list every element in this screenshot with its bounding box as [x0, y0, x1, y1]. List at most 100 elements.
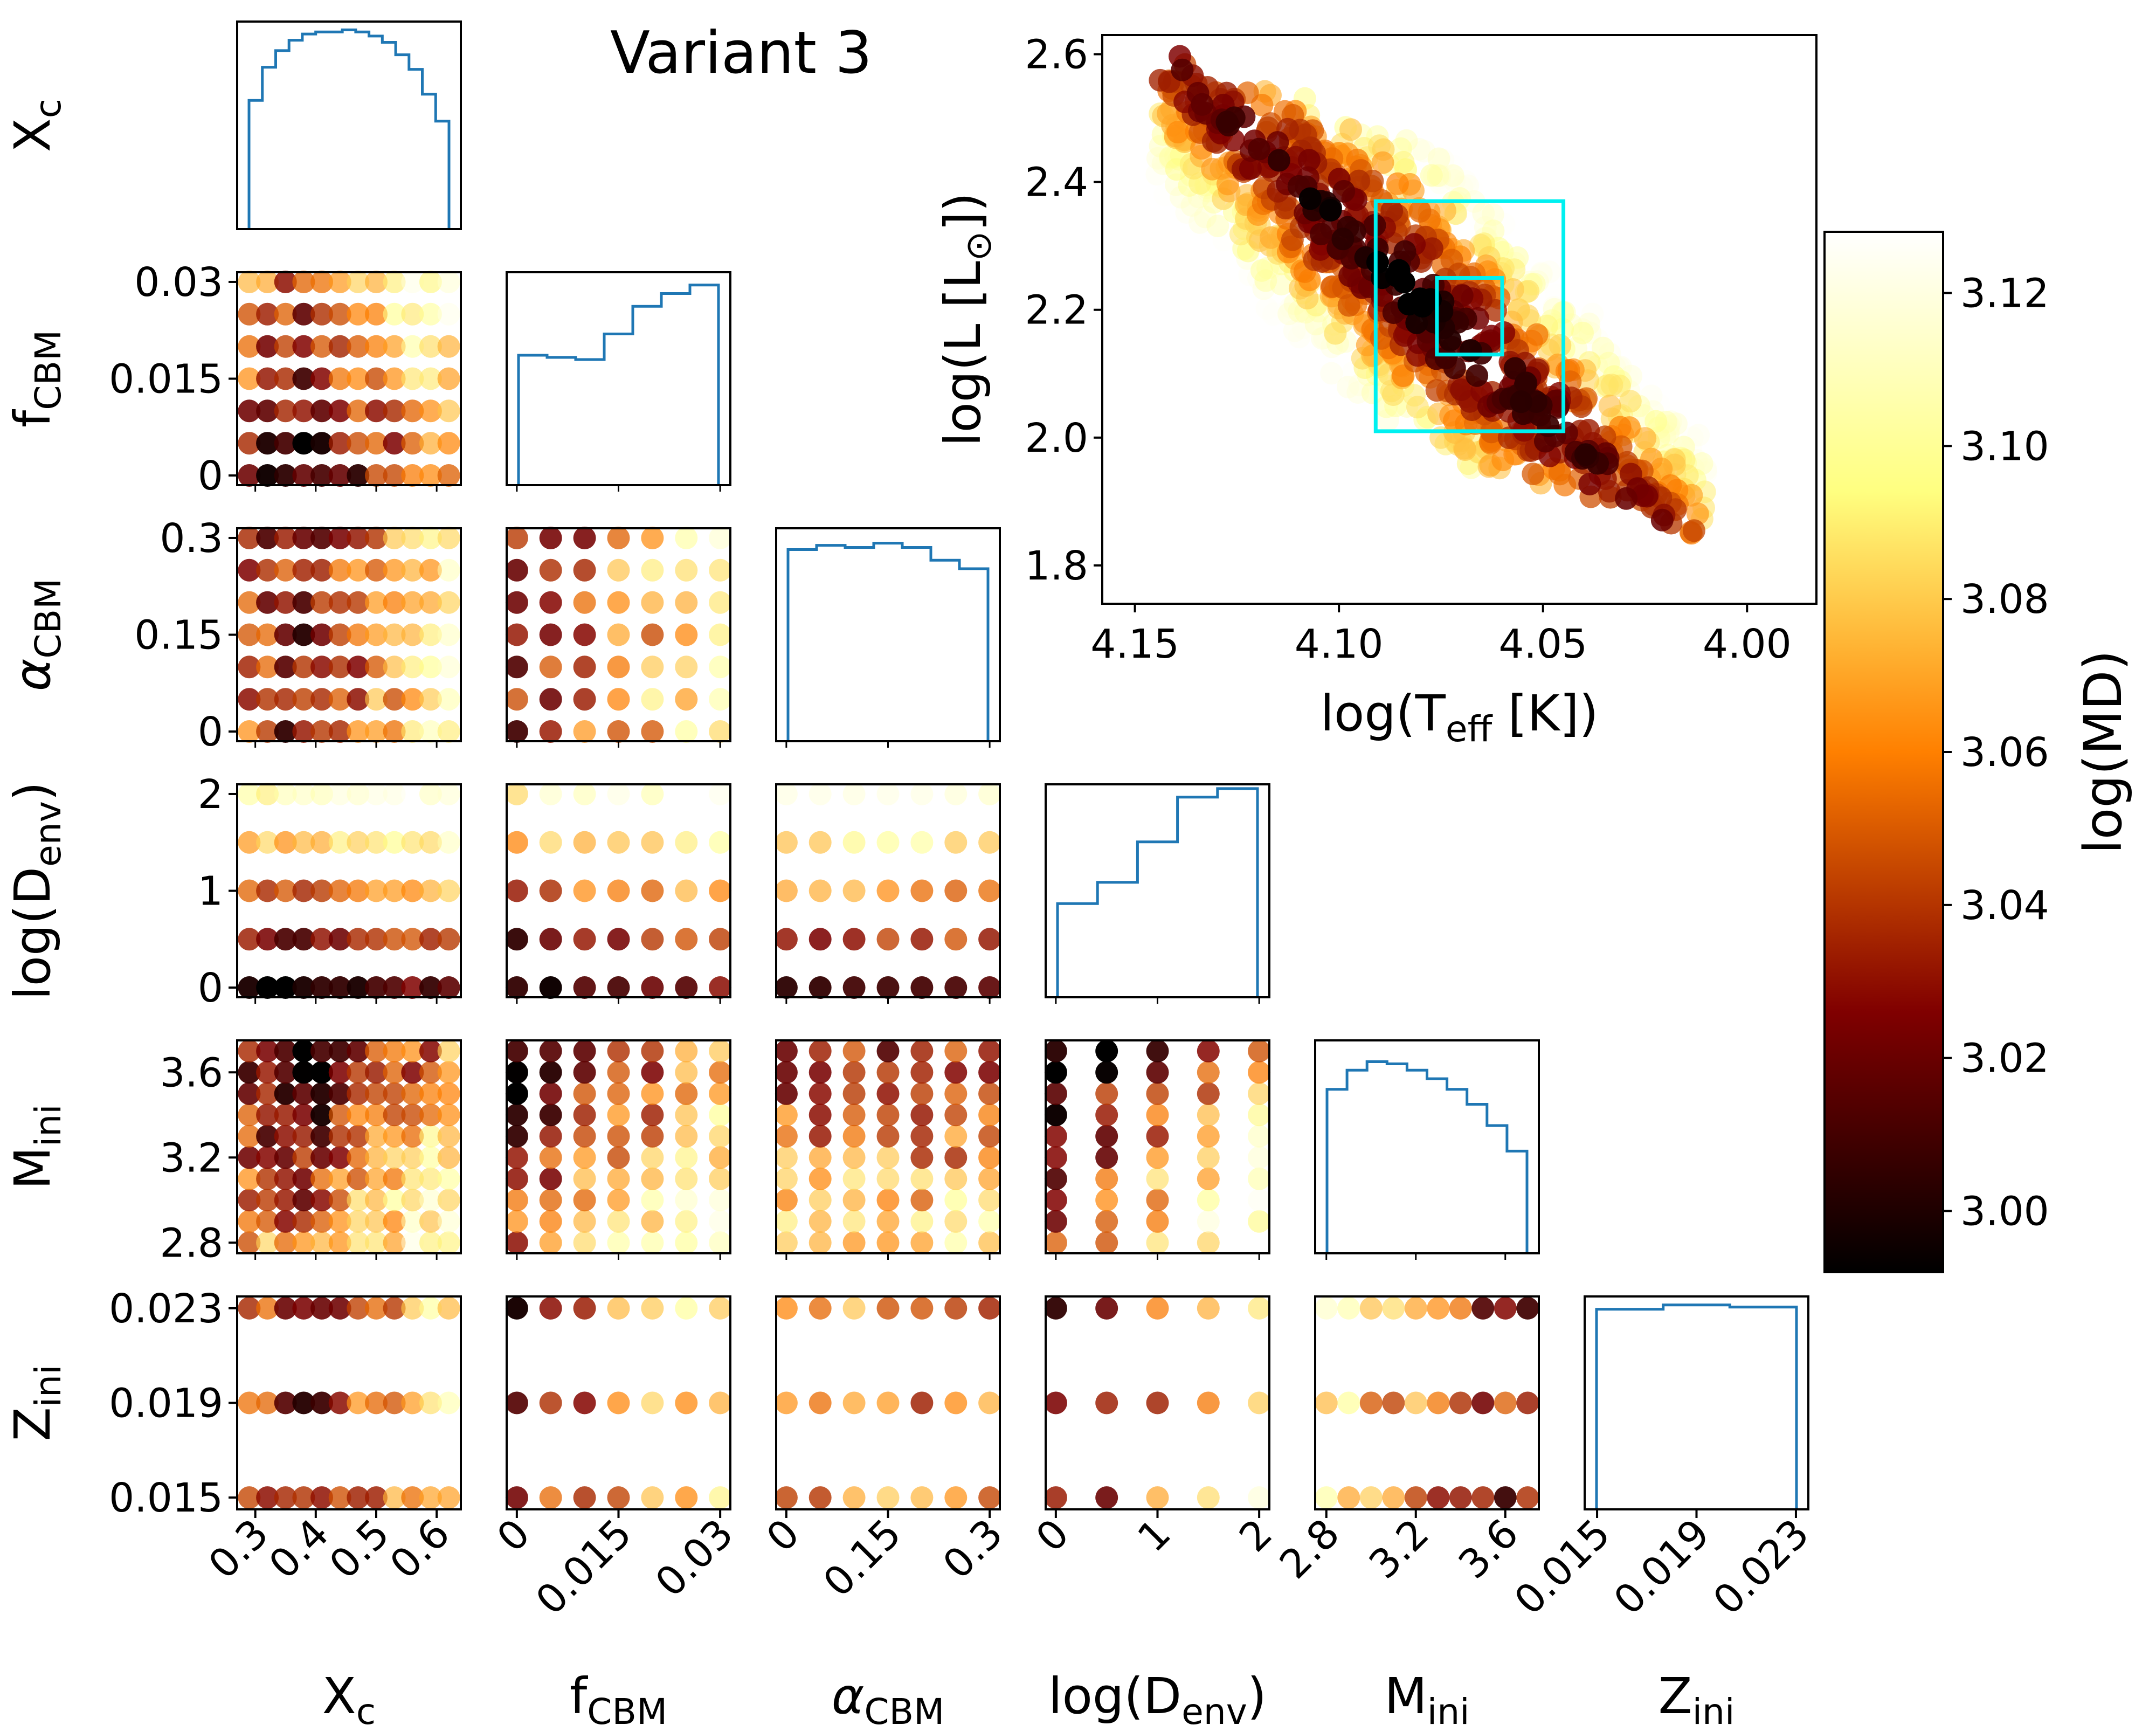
scatter-point — [401, 1210, 424, 1233]
scatter-point — [310, 976, 333, 999]
scatter-point — [1044, 1146, 1067, 1169]
panel-frame — [1584, 1295, 1809, 1510]
hr-point — [1225, 353, 1248, 376]
hr-point — [1218, 325, 1241, 348]
hr-point — [1688, 420, 1711, 444]
y-tick-label-Zini: 0.015 — [109, 1475, 223, 1521]
scatter-point — [944, 928, 968, 951]
scatter-point — [437, 1146, 460, 1169]
hr-point — [1333, 387, 1357, 410]
scatter-point — [641, 1231, 664, 1254]
histogram-fCBM — [517, 284, 720, 485]
scatter-point — [1146, 1189, 1169, 1212]
scatter-point — [539, 1391, 562, 1414]
hr-point — [1598, 243, 1621, 266]
hr-point — [1211, 303, 1234, 327]
scatter-point — [607, 1061, 630, 1084]
scatter-point — [238, 1167, 261, 1190]
scatter-point — [1146, 1124, 1169, 1148]
scatter-point — [328, 1103, 351, 1127]
hr-point — [1635, 265, 1658, 287]
scatter-point — [401, 623, 424, 646]
hr-point — [1324, 372, 1348, 395]
scatter-point — [876, 1167, 900, 1190]
scatter-point — [978, 1103, 1001, 1127]
scatter-point — [437, 1167, 460, 1190]
scatter-point — [808, 1146, 832, 1169]
scatter-point — [675, 879, 698, 902]
hr-point — [1224, 352, 1247, 375]
hr-point — [1482, 186, 1505, 209]
scatter-point — [573, 1210, 596, 1233]
hr-point — [1286, 332, 1309, 355]
histogram-Denv — [1056, 787, 1259, 997]
hr-point — [1582, 248, 1605, 271]
scatter-point — [910, 879, 934, 902]
hr-point — [1288, 326, 1311, 349]
hr-point — [1153, 266, 1176, 289]
hr-point — [1457, 148, 1480, 171]
scatter-point — [419, 1189, 442, 1212]
hr-point — [1215, 328, 1238, 351]
x-tick-label-fCBM: 0.015 — [527, 1510, 641, 1624]
hr-point — [1203, 272, 1226, 295]
scatter-point — [539, 928, 562, 951]
hr-point — [1144, 209, 1167, 232]
scatter-point — [365, 1231, 388, 1254]
hr-point — [1535, 214, 1558, 237]
scatter-point — [419, 527, 442, 549]
scatter-point — [238, 527, 261, 549]
panel-frame — [236, 20, 462, 230]
scatter-point — [775, 1486, 798, 1509]
scatter-panel-Xc-vs-aCBM — [238, 527, 460, 743]
scatter-point — [641, 1061, 664, 1084]
scatter-point — [1248, 1082, 1271, 1105]
hr-point — [1262, 284, 1286, 307]
hr-point — [1185, 293, 1208, 316]
hr-point — [1238, 264, 1261, 287]
scatter-point — [505, 688, 528, 711]
hr-point — [1670, 360, 1694, 383]
scatter-panel-aCBM-vs-Denv — [775, 783, 1001, 999]
x-tick-label-Zini: 0.019 — [1605, 1510, 1719, 1624]
scatter-point — [274, 623, 297, 646]
scatter-point — [365, 1103, 388, 1127]
scatter-point — [238, 1124, 261, 1148]
scatter-point — [328, 432, 351, 455]
scatter-point — [419, 432, 442, 455]
scatter-point — [709, 623, 732, 646]
scatter-point — [842, 1189, 866, 1212]
scatter-point — [675, 1103, 698, 1127]
scatter-point — [292, 591, 315, 614]
scatter-point — [641, 1124, 664, 1148]
hr-point — [1166, 281, 1189, 305]
scatter-point — [365, 1124, 388, 1148]
scatter-point — [365, 879, 388, 902]
scatter-point — [256, 879, 279, 902]
hr-point — [1651, 279, 1674, 302]
hr-point — [1342, 379, 1365, 402]
scatter-point — [573, 1103, 596, 1127]
scatter-point — [1044, 1296, 1067, 1320]
scatter-point — [641, 1103, 664, 1127]
hr-point — [1668, 350, 1691, 374]
hr-point — [1351, 395, 1374, 418]
scatter-point — [1146, 1039, 1169, 1062]
scatter-point — [607, 831, 630, 854]
scatter-point — [505, 1082, 528, 1105]
hr-point — [1664, 302, 1688, 325]
hr-point — [1155, 271, 1178, 294]
scatter-point — [1095, 1231, 1118, 1254]
hr-point — [1668, 414, 1691, 437]
hr-point — [1324, 322, 1347, 345]
hr-point — [1645, 266, 1668, 289]
hr-point — [1250, 259, 1273, 282]
scatter-point — [292, 399, 315, 423]
scatter-point — [539, 1210, 562, 1233]
scatter-point — [238, 783, 261, 805]
scatter-point — [910, 1231, 934, 1254]
hr-point — [1678, 358, 1702, 382]
hr-point — [1169, 289, 1192, 312]
scatter-point — [401, 783, 424, 805]
hr-point — [1297, 149, 1321, 172]
